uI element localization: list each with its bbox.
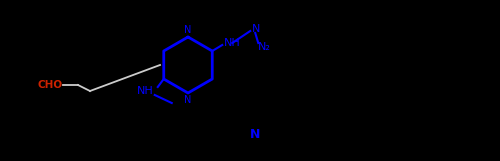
Text: NH: NH bbox=[224, 38, 241, 48]
Text: NH: NH bbox=[137, 86, 154, 96]
Text: N: N bbox=[184, 95, 192, 105]
Text: CHO: CHO bbox=[38, 80, 62, 90]
Text: N: N bbox=[250, 128, 260, 142]
Text: N: N bbox=[252, 24, 260, 34]
Text: N: N bbox=[184, 25, 192, 35]
Text: N₂: N₂ bbox=[258, 42, 271, 52]
